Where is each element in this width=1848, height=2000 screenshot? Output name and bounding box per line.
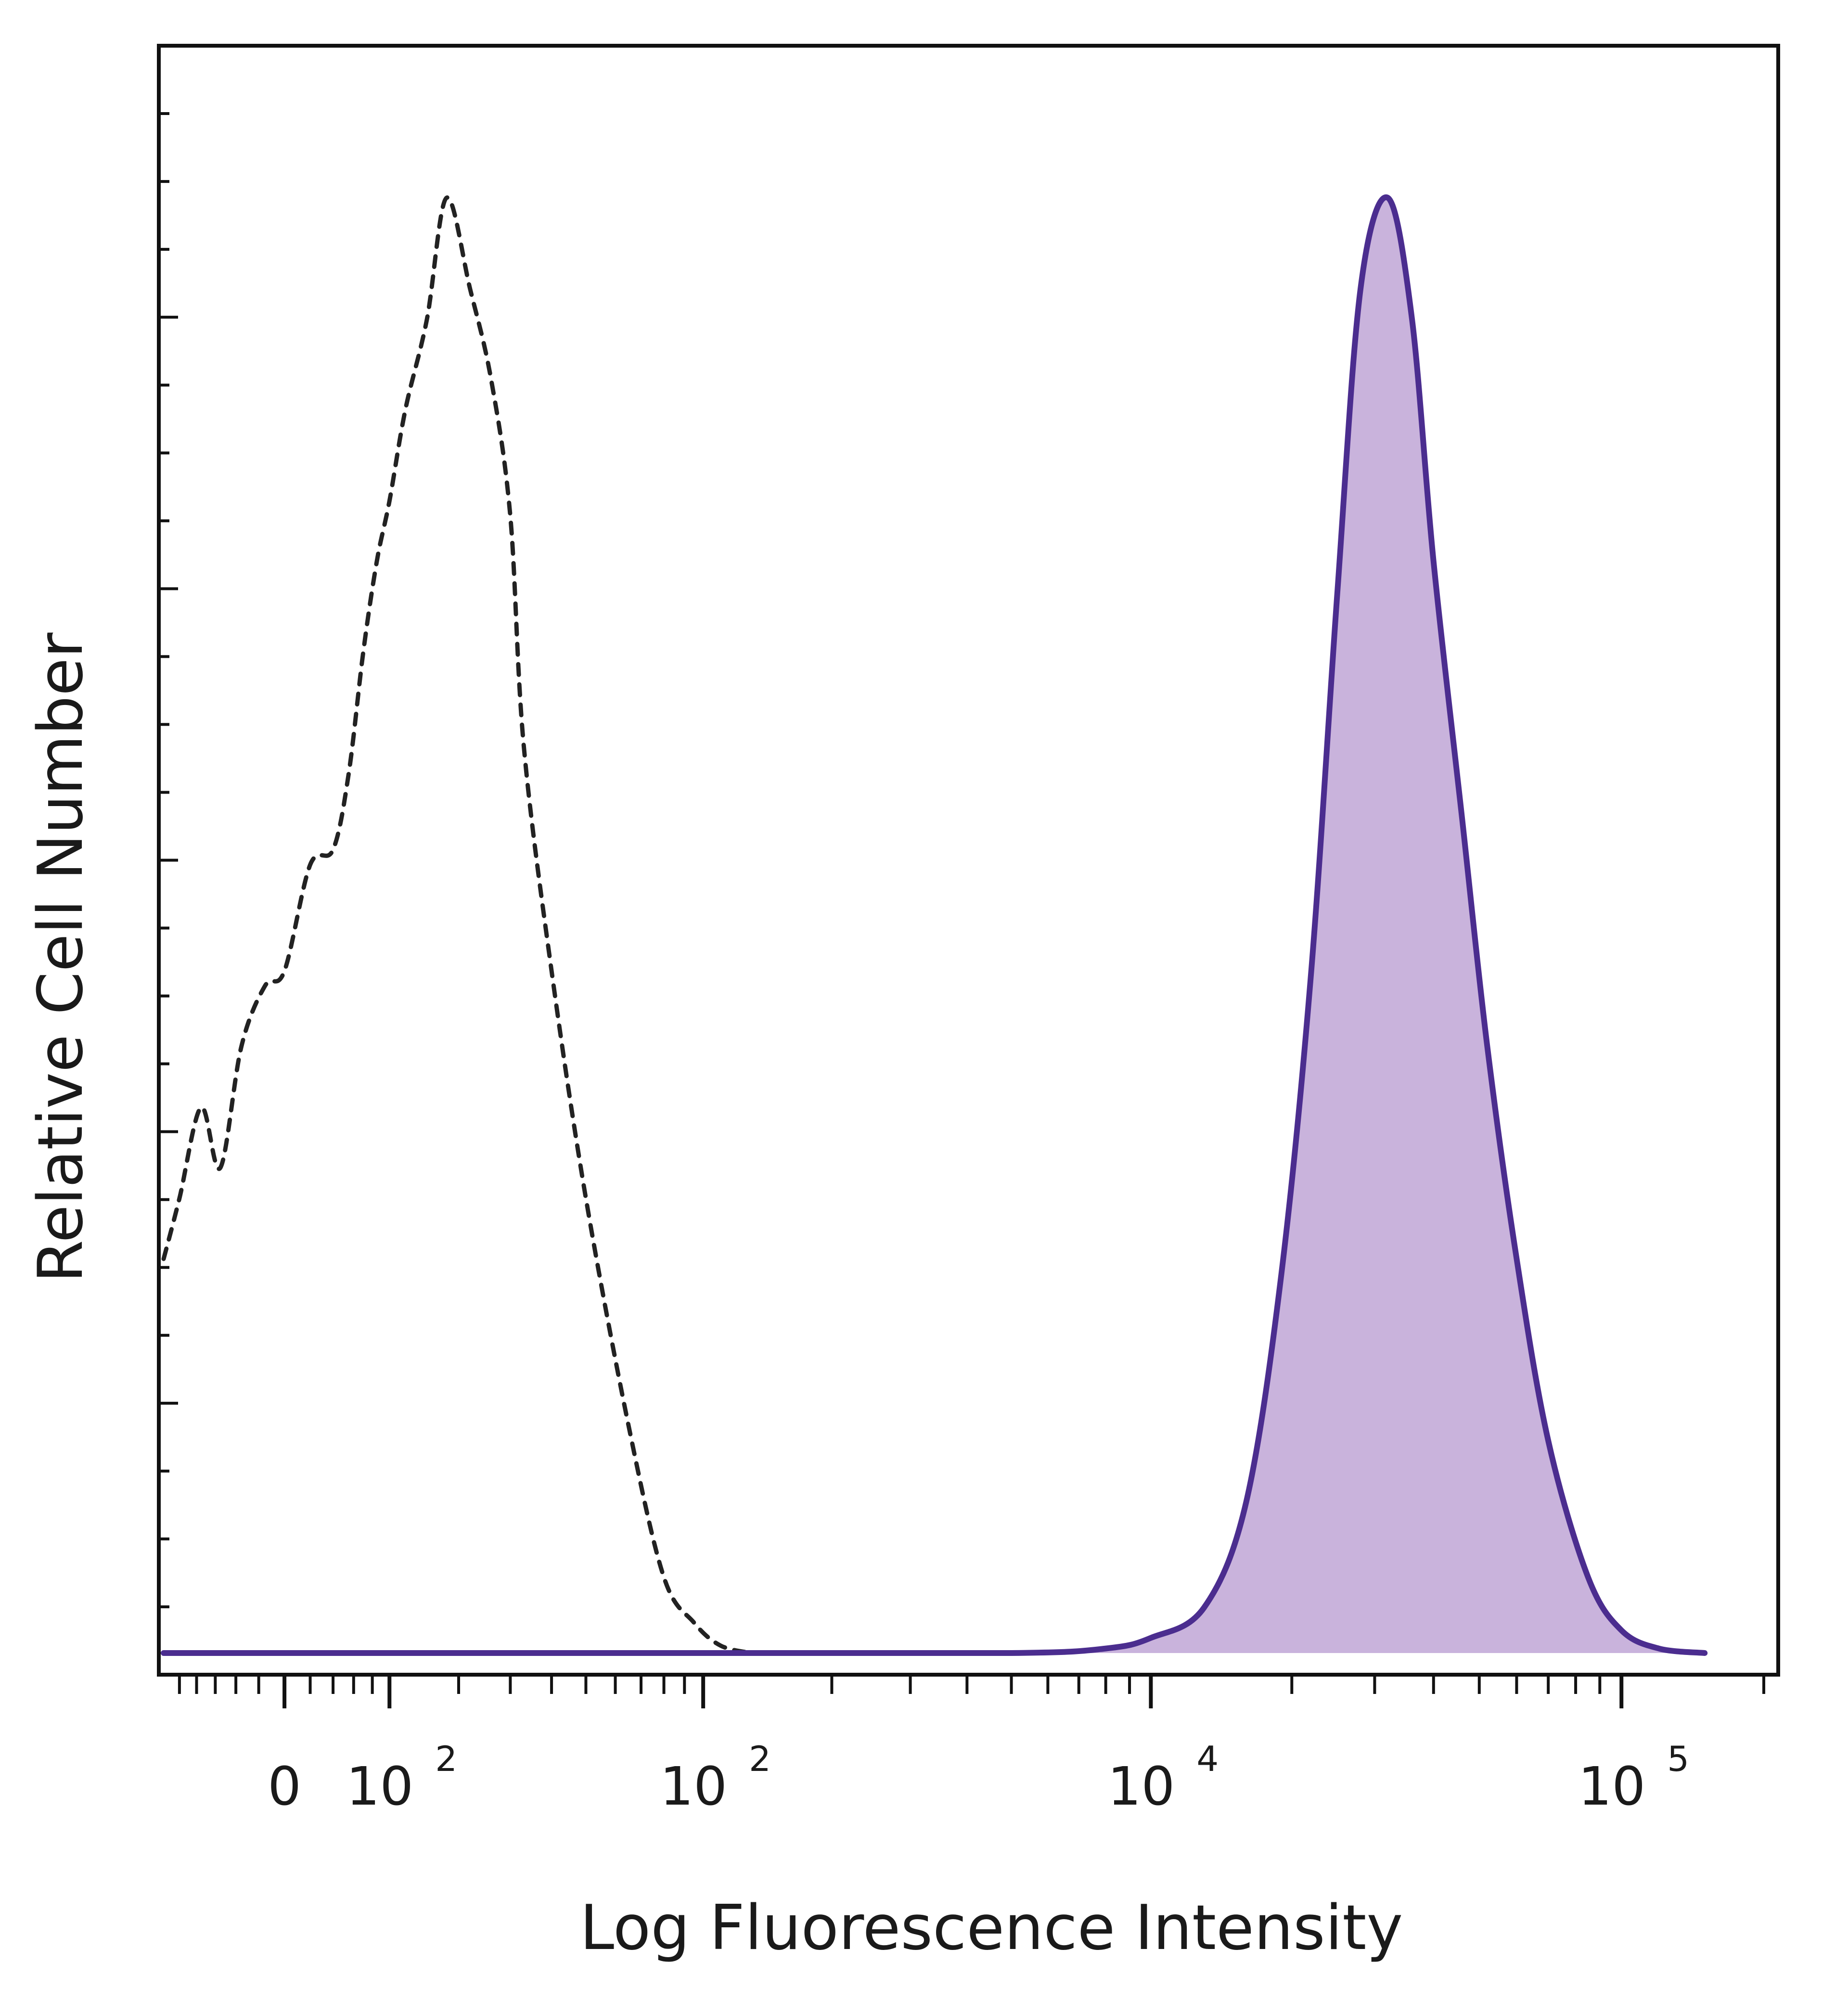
stained-histogram-line-1 [161, 194, 1708, 1656]
x-tick-label-0: 0 [268, 1756, 301, 1817]
y-axis-label: Relative Cell Number [25, 632, 97, 1282]
x-tick-exponent-4: 5 [1667, 1739, 1689, 1779]
x-tick-exponent-3: 4 [1196, 1739, 1219, 1779]
series-layer [161, 194, 1708, 1656]
x-tick-label-3: 10 [1107, 1756, 1175, 1817]
x-axis-ticks: 0 10 2 10 2 10 4 10 5 [178, 1675, 1765, 1817]
x-tick-label-2: 10 [660, 1756, 727, 1817]
control-histogram-line-0 [161, 195, 753, 1655]
x-axis-label: Log Fluorescence Intensity [580, 1892, 1403, 1964]
x-tick-exponent-2: 2 [749, 1739, 771, 1779]
y-axis-ticks [159, 44, 178, 1676]
series-fill-1 [164, 197, 1705, 1653]
x-tick-label-4: 10 [1578, 1756, 1645, 1817]
x-tick-label-1: 10 [346, 1756, 413, 1817]
x-tick-exponent-1: 2 [435, 1739, 457, 1779]
